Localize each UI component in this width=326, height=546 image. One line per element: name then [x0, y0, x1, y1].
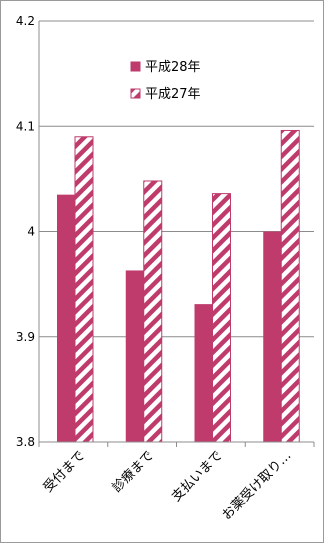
bar-series-2: [74, 136, 94, 443]
y-tick-label: 4: [27, 225, 35, 239]
x-tick-label: 受付まで: [41, 448, 88, 495]
bar-series-1: [263, 231, 282, 442]
y-tick-label: 3.8: [16, 435, 35, 449]
x-tick-label: お薬受け取り…: [219, 448, 294, 523]
bar-series-1: [125, 270, 144, 442]
y-tick-label: 3.9: [16, 330, 35, 344]
legend-label: 平成28年: [145, 60, 201, 75]
bar-series-1: [194, 304, 213, 442]
x-tick-label: 診療まで: [109, 448, 157, 496]
legend-label: 平成27年: [145, 87, 201, 102]
x-tick-label: 支払いまで: [169, 448, 226, 505]
bar-series-2: [212, 193, 231, 443]
bars: [57, 129, 300, 443]
bar-series-2: [280, 129, 300, 443]
y-tick-label: 4.1: [16, 119, 35, 133]
bar-series-2: [143, 180, 163, 443]
legend-swatch: [130, 88, 141, 99]
y-tick-label: 4.2: [16, 14, 35, 28]
bar-series-1: [57, 194, 75, 442]
legend-swatch: [130, 61, 141, 72]
